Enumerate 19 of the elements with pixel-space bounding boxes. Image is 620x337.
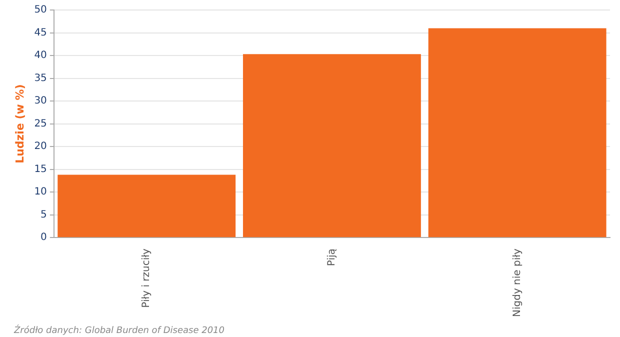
- y-tick-label: 20: [34, 141, 47, 152]
- y-tick-label: 40: [34, 50, 47, 62]
- y-tick-label: 15: [34, 164, 47, 175]
- x-tick-label: Piją: [326, 248, 338, 266]
- x-tick-label: Nigdy nie piły: [512, 248, 523, 318]
- bar: [428, 28, 606, 238]
- y-tick-label: 10: [34, 186, 47, 198]
- bar: [242, 54, 421, 238]
- y-tick-label: 35: [34, 72, 47, 84]
- y-tick-label: 25: [34, 118, 47, 130]
- y-tick-label: 50: [34, 4, 47, 16]
- x-tick-label: Piły i rzuciły: [141, 248, 152, 308]
- text: Źródło danych: Global Burden of Disease 2010: [14, 326, 225, 336]
- y-tick-label: 45: [34, 27, 47, 38]
- y-tick-label: 0: [40, 232, 47, 244]
- y-tick-label: 30: [34, 96, 47, 107]
- bar: [58, 174, 236, 238]
- y-tick-label: 5: [40, 209, 47, 220]
- y-axis-title: Ludzie (w %): [13, 84, 26, 164]
